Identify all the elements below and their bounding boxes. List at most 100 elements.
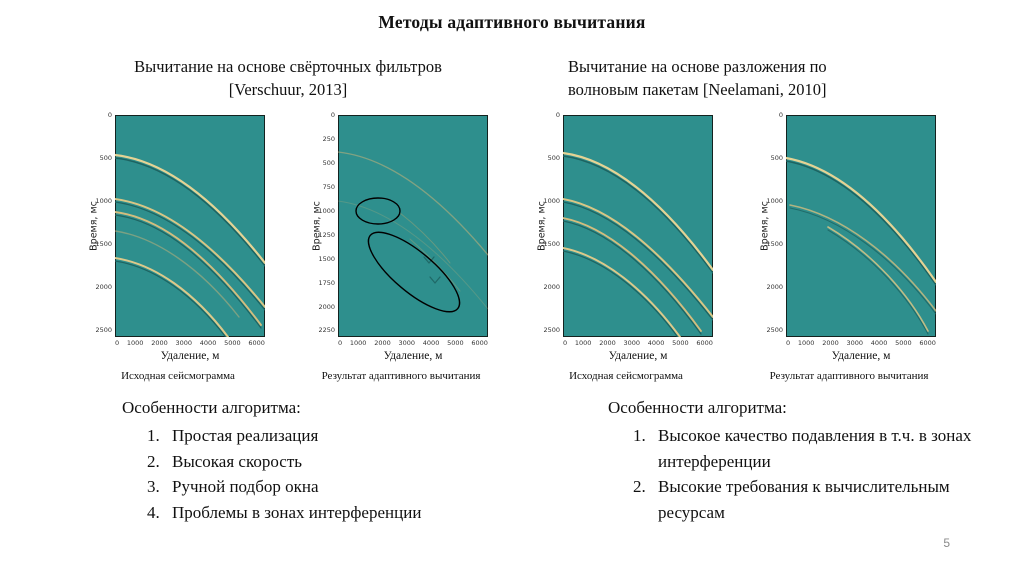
tick-label: 250 xyxy=(322,134,335,143)
tick-label: 2000 xyxy=(95,283,112,292)
x-axis-label: Удаление, м xyxy=(383,350,443,362)
tick-label: 500 xyxy=(547,154,560,163)
plot-caption: Результат адаптивного вычитания xyxy=(321,370,481,382)
tick-label: 2500 xyxy=(543,326,560,335)
plot-background xyxy=(786,115,936,337)
tick-label: 0 xyxy=(778,111,783,119)
feature-item: Простая реализация xyxy=(164,423,530,449)
tick-label: 0 xyxy=(338,339,343,347)
tick-label: 2000 xyxy=(766,283,783,292)
x-tick-labels: 0 1000 2000 3000 4000 5000 6000 xyxy=(338,339,488,347)
plot-area xyxy=(115,115,265,337)
tick-label: 3000 xyxy=(175,339,193,347)
tick-label: 5000 xyxy=(895,339,912,347)
heading-line: Вычитание на основе свёрточных фильтров xyxy=(134,57,442,76)
feature-item: Высокое качество подавления в т.ч. в зон… xyxy=(650,423,978,474)
tick-label: 1500 xyxy=(95,240,112,249)
annotation-ellipse-large xyxy=(367,231,461,313)
tick-label: 0 xyxy=(563,339,568,347)
seismic-event-curves xyxy=(338,151,488,310)
seismogram-panel-original-left: Время, мс 0 500 1000 1500 2000 2500 xyxy=(87,112,269,382)
feature-item: Высокая скорость xyxy=(164,449,530,475)
seismogram-plot xyxy=(786,115,936,337)
tick-label: 0 xyxy=(330,111,335,119)
seismogram-plot xyxy=(563,115,713,337)
seismic-event-curves xyxy=(786,156,936,335)
x-axis-label: Удаление, м xyxy=(831,350,891,362)
tick-label: 1000 xyxy=(126,339,144,347)
y-tick-labels: 0 250 500 750 1000 1250 1500 1750 2000 2250 xyxy=(310,112,338,334)
heading-line: Вычитание на основе разложения по xyxy=(568,57,827,76)
seismogram-plot xyxy=(338,115,488,337)
tick-label: 1750 xyxy=(318,278,335,287)
tick-label: 5000 xyxy=(224,339,241,347)
slide-title: Методы адаптивного вычитания xyxy=(378,12,646,32)
tick-label: 1500 xyxy=(318,254,335,263)
tick-label: 2500 xyxy=(766,326,783,335)
tick-label: 0 xyxy=(786,339,791,347)
y-tick-labels: 0 500 1000 1500 2000 2500 xyxy=(535,112,563,334)
page-number: 5 xyxy=(943,536,950,550)
tick-label: 500 xyxy=(99,154,112,163)
tick-label: 2000 xyxy=(374,339,391,347)
tick-label: 1000 xyxy=(349,339,367,347)
tick-label: 0 xyxy=(115,339,120,347)
tick-label: 2500 xyxy=(95,326,112,335)
seismogram-panel-original-right: Время, мс 0 500 1000 1500 2000 2500 xyxy=(535,112,717,382)
tick-label: 6000 xyxy=(471,339,488,347)
plot-area xyxy=(786,115,936,337)
feature-item: Высокие требования к вычислительным ресу… xyxy=(650,474,978,525)
heading-citation: волновым пакетам [Neelamani, 2010] xyxy=(568,79,827,99)
heading-wavepacket-method: Вычитание на основе разложения по волнов… xyxy=(568,56,968,102)
x-tick-labels: 0 1000 2000 3000 4000 5000 6000 xyxy=(563,339,713,347)
plot-area xyxy=(563,115,713,337)
tick-label: 5000 xyxy=(447,339,464,347)
features-right: Особенности алгоритма: Высокое качество … xyxy=(606,398,978,525)
tick-label: 1500 xyxy=(543,240,560,249)
tick-label: 6000 xyxy=(919,339,936,347)
x-tick-labels: 0 1000 2000 3000 4000 5000 6000 xyxy=(786,339,936,347)
tick-label: 0 xyxy=(107,111,112,119)
seismic-event-curves xyxy=(115,153,265,337)
tick-label: 1000 xyxy=(574,339,592,347)
tick-label: 4000 xyxy=(199,339,217,347)
features-list: Высокое качество подавления в т.ч. в зон… xyxy=(606,423,978,525)
tick-label: 3000 xyxy=(398,339,416,347)
features-list: Простая реализация Высокая скорость Ручн… xyxy=(120,423,530,525)
feature-item: Проблемы в зонах интерференции xyxy=(164,500,530,526)
plot-caption: Результат адаптивного вычитания xyxy=(769,370,929,382)
tick-label: 5000 xyxy=(672,339,689,347)
tick-label: 2000 xyxy=(543,283,560,292)
plot-caption: Исходная сейсмограмма xyxy=(569,370,683,382)
tick-label: 4000 xyxy=(422,339,440,347)
tick-label: 4000 xyxy=(647,339,665,347)
tick-label: 750 xyxy=(322,182,335,191)
tick-label: 500 xyxy=(322,158,335,167)
tick-label: 1500 xyxy=(766,240,783,249)
tick-label: 1000 xyxy=(318,206,335,215)
tick-label: 2000 xyxy=(822,339,839,347)
annotation-ellipse-small xyxy=(355,197,401,225)
tick-label: 1000 xyxy=(766,197,783,206)
heading-convolution-method: Вычитание на основе свёрточных фильтров … xyxy=(58,56,518,102)
y-tick-labels: 0 500 1000 1500 2000 2500 xyxy=(758,112,786,334)
tick-label: 6000 xyxy=(696,339,713,347)
y-tick-labels: 0 500 1000 1500 2000 2500 xyxy=(87,112,115,334)
features-title: Особенности алгоритма: xyxy=(608,398,787,417)
plot-background xyxy=(338,115,488,337)
features-title: Особенности алгоритма: xyxy=(122,398,301,417)
tick-label: 2250 xyxy=(318,326,335,335)
tick-label: 3000 xyxy=(846,339,864,347)
tick-label: 1000 xyxy=(543,197,560,206)
tick-label: 2000 xyxy=(151,339,168,347)
tick-label: 2000 xyxy=(318,302,335,311)
x-axis-label: Удаление, м xyxy=(608,350,668,362)
tick-label: 0 xyxy=(555,111,560,119)
plot-area xyxy=(338,115,488,337)
tick-label: 1250 xyxy=(318,230,335,239)
plot-background xyxy=(115,115,265,337)
features-left: Особенности алгоритма: Простая реализаци… xyxy=(120,398,530,525)
seismic-event-curves xyxy=(563,151,713,337)
seismogram-panel-result-right: Время, мс 0 500 1000 1500 2000 2500 0 1000 2 xyxy=(758,112,940,382)
